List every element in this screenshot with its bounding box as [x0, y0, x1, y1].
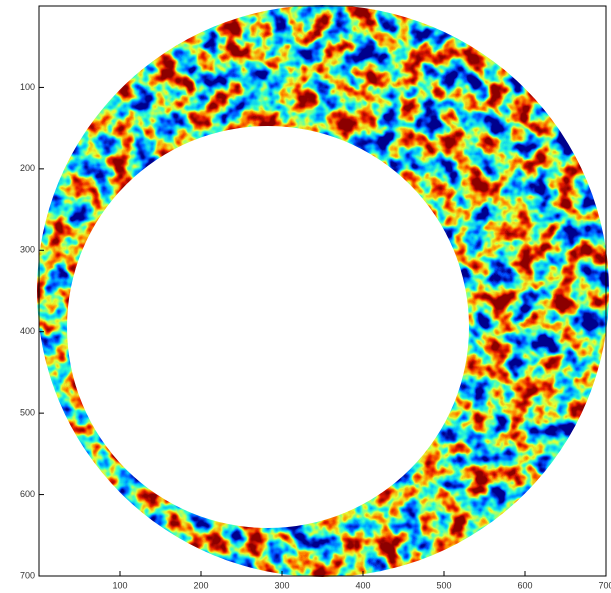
x-tick-label: 600: [517, 580, 532, 590]
y-tick-label: 200: [20, 163, 35, 173]
x-tick-label: 300: [274, 580, 289, 590]
y-tick-label: 700: [20, 570, 35, 580]
x-tick-label: 200: [193, 580, 208, 590]
axes-box: [38, 5, 607, 577]
y-tick-label: 100: [20, 82, 35, 92]
x-tick-label: 400: [355, 580, 370, 590]
x-tick-label: 500: [436, 580, 451, 590]
image-field: [37, 5, 609, 577]
x-tick-label: 700: [598, 580, 611, 590]
y-tick-label: 300: [20, 245, 35, 255]
y-tick-label: 400: [20, 326, 35, 336]
plot-area: [37, 5, 609, 577]
y-tick-label: 500: [20, 408, 35, 418]
x-tick-label: 100: [112, 580, 127, 590]
y-tick-label: 600: [20, 489, 35, 499]
